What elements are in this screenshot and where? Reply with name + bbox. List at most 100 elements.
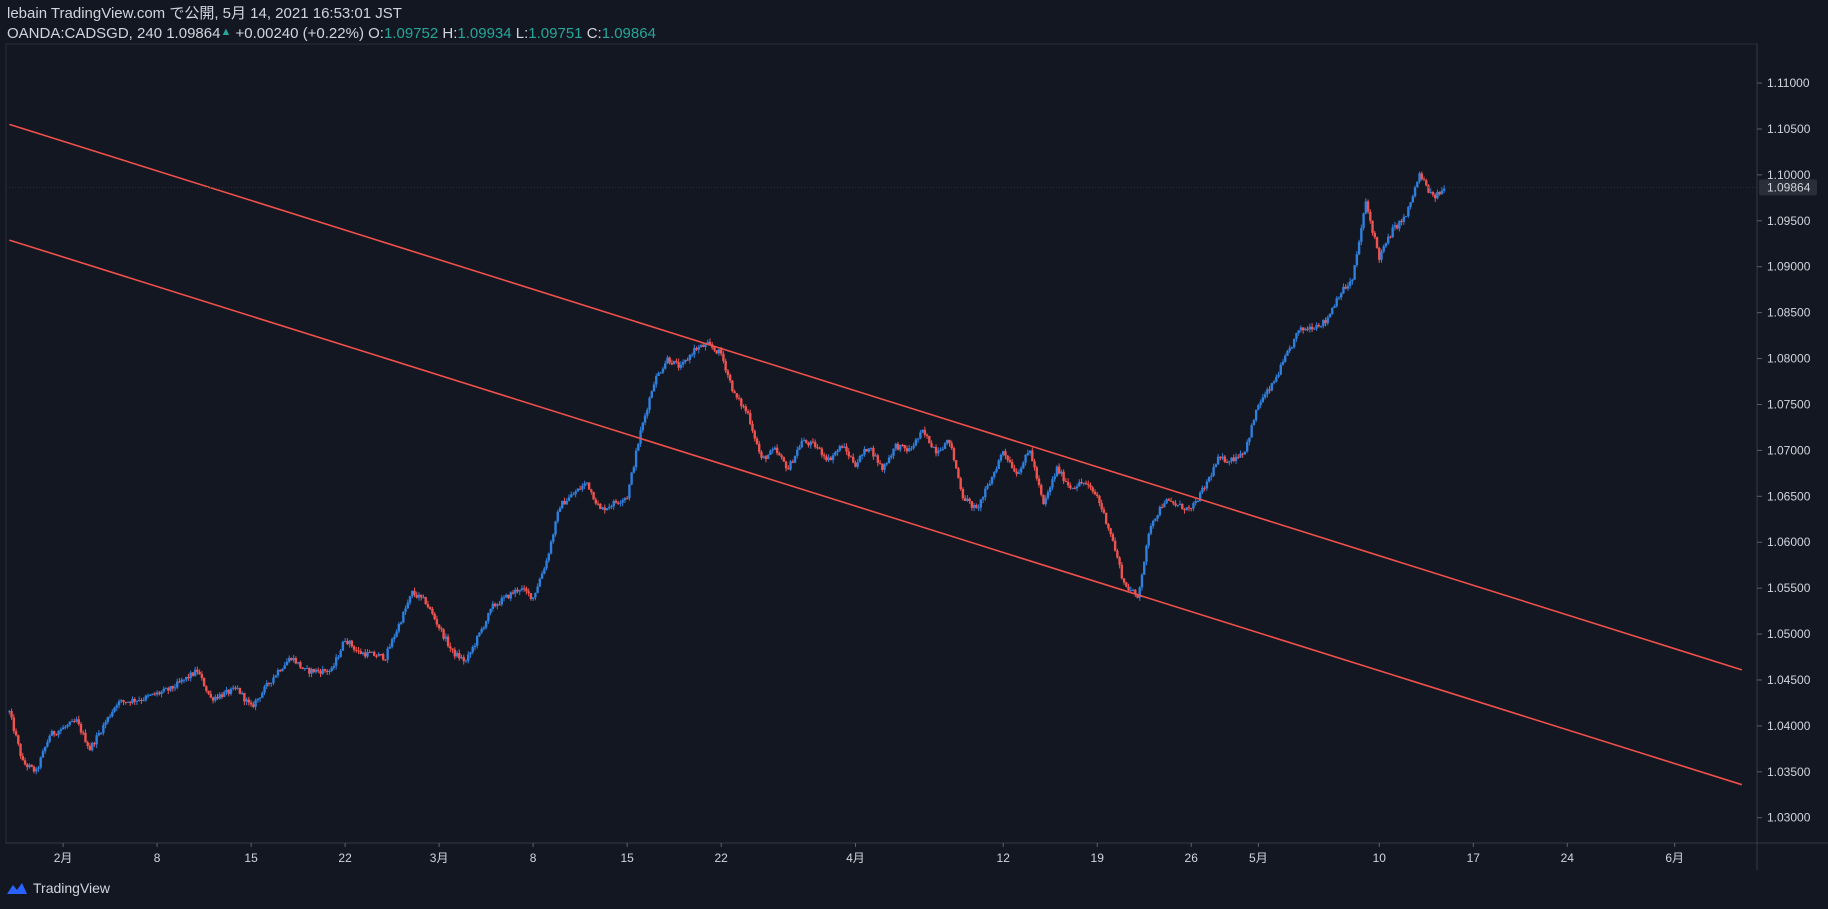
candle-body-209 [475, 635, 479, 646]
candle-body-434 [979, 499, 983, 508]
candle-body-455 [1026, 452, 1030, 455]
candle-body-618 [1391, 227, 1394, 238]
candle-body-238 [540, 573, 544, 579]
candle-body-148 [339, 650, 342, 658]
candle-body-33 [82, 732, 85, 734]
candle-body-309 [699, 345, 703, 348]
candle-body-25 [64, 726, 67, 728]
candle-body-510 [1149, 526, 1153, 534]
x-tick-label-5: 8 [530, 851, 537, 865]
candle-body-507 [1143, 561, 1146, 575]
candle-body-585 [1317, 324, 1321, 327]
candle-body-288 [652, 384, 656, 392]
candle-body-347 [784, 461, 788, 469]
candle-body-320 [724, 360, 727, 371]
candle-body-195 [444, 636, 448, 639]
candle-body-312 [706, 341, 709, 344]
candle-body-598 [1346, 285, 1350, 289]
candle-body-20 [52, 731, 56, 735]
candle-body-435 [981, 497, 985, 500]
candle-body-93 [216, 696, 219, 699]
candle-body-97 [225, 689, 228, 692]
candle-body-87 [202, 677, 206, 687]
candle-body-88 [205, 686, 208, 691]
candle-body-629 [1416, 181, 1419, 188]
candle-body-304 [688, 355, 692, 361]
x-tick-label-8: 4月 [846, 851, 865, 865]
candle-body-537 [1210, 475, 1213, 477]
close-value: 1.09864 [601, 25, 656, 42]
candle-body-640 [1440, 190, 1444, 195]
candle-body-432 [975, 505, 978, 508]
candle-body-43 [104, 722, 107, 725]
candle-body-535 [1205, 481, 1209, 489]
candle-body-231 [525, 588, 528, 592]
y-tick-label-16: 1.03000 [1767, 811, 1811, 825]
y-tick-label-15: 1.03500 [1767, 765, 1811, 779]
candle-body-364 [822, 455, 826, 457]
candle-body-353 [798, 447, 801, 450]
candle-body-339 [766, 454, 770, 460]
candle-body-561 [1263, 394, 1267, 398]
candle-body-81 [189, 672, 192, 679]
candle-body-626 [1409, 202, 1412, 207]
candle-body-184 [420, 594, 423, 598]
candle-body-54 [129, 701, 132, 704]
candle-body-519 [1169, 500, 1173, 502]
candle-body-554 [1248, 437, 1251, 443]
candle-body-77 [180, 679, 183, 682]
low-label: L: [515, 25, 529, 42]
candle-body-592 [1333, 306, 1336, 308]
candle-body-634 [1427, 185, 1430, 193]
candle-body-526 [1185, 507, 1188, 511]
candle-body-52 [124, 701, 127, 703]
candle-body-632 [1422, 179, 1426, 181]
candle-body-343 [775, 447, 779, 454]
candle-body-162 [370, 651, 374, 653]
candle-body-599 [1348, 281, 1352, 286]
symbol-label[interactable]: OANDA:CADSGD, 240 [7, 25, 163, 42]
candle-body-76 [178, 681, 181, 683]
candle-body-187 [426, 604, 430, 608]
candle-body-129 [296, 662, 300, 664]
candle-body-369 [834, 452, 837, 456]
candle-body-245 [556, 511, 559, 522]
candle-body-627 [1411, 196, 1415, 203]
candle-body-127 [292, 658, 295, 661]
candle-body-159 [364, 652, 367, 657]
trendline-2 [9, 239, 1743, 786]
candle-body-135 [310, 668, 313, 674]
candle-body-520 [1172, 501, 1175, 504]
candle-body-228 [518, 589, 521, 592]
candle-body-621 [1398, 220, 1401, 229]
candle-body-272 [616, 502, 620, 504]
candle-body-177 [404, 608, 407, 612]
candle-body-437 [986, 485, 989, 489]
candle-body-389 [878, 462, 882, 464]
candle-body-169 [386, 648, 389, 660]
footer-brand[interactable]: TradingView [6, 880, 110, 896]
candle-body-252 [572, 494, 575, 496]
candle-body-409 [923, 429, 927, 435]
candle-body-130 [299, 662, 302, 668]
candle-body-331 [749, 413, 752, 425]
y-tick-label-6: 1.08000 [1767, 352, 1811, 366]
candle-body-426 [961, 488, 965, 499]
candle-body-602 [1355, 254, 1359, 266]
candle-body-196 [446, 636, 450, 647]
candle-body-182 [415, 594, 418, 598]
candle-body-569 [1281, 361, 1285, 365]
candle-body-479 [1080, 482, 1083, 484]
candle-body-218 [496, 604, 499, 607]
candle-body-635 [1429, 191, 1432, 193]
candle-body-327 [740, 398, 743, 407]
candle-body-396 [894, 443, 897, 449]
candle-body-290 [657, 373, 660, 377]
candle-body-260 [590, 489, 593, 492]
candle-body-368 [831, 455, 835, 460]
candle-body-470 [1060, 471, 1063, 474]
candle-body-70 [164, 688, 168, 690]
candle-body-55 [131, 698, 134, 704]
symbol-ohlc-row: OANDA:CADSGD, 240 1.09864▲ +0.00240 (+0.… [7, 23, 656, 43]
